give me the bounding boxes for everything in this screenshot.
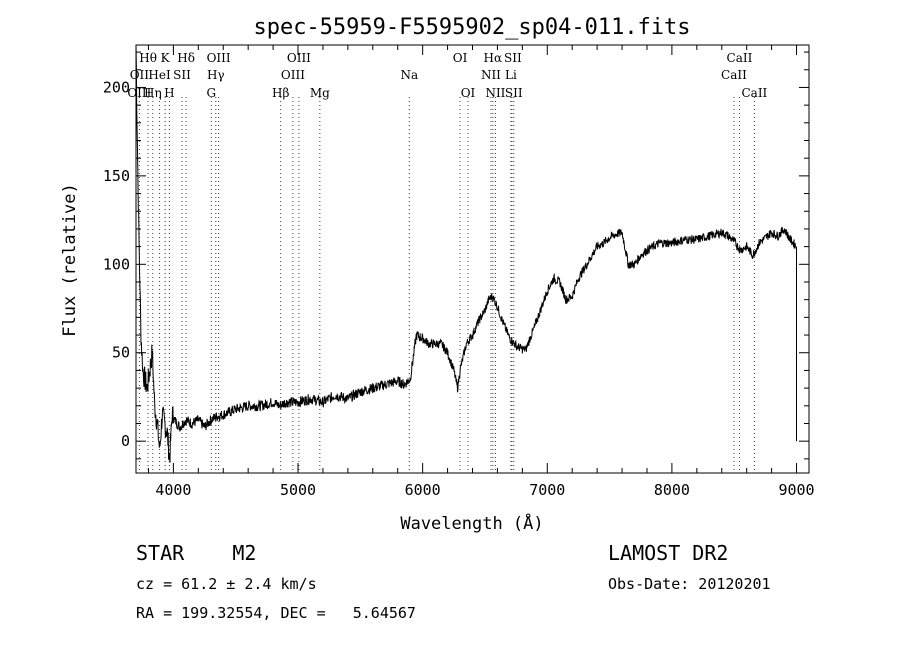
y-axis-label: Flux (relative) xyxy=(60,183,80,337)
line-label: CaII xyxy=(741,86,767,100)
line-label: Hη xyxy=(144,86,162,100)
sky-coordinates: RA = 199.32554, DEC = 5.64567 xyxy=(136,604,416,622)
axis-ticks: 4000 5000 6000 7000 8000 9000 0 50 100 150 200 xyxy=(103,45,815,499)
line-label: OI xyxy=(453,51,468,65)
line-label: OI xyxy=(461,86,476,100)
line-label: Hβ xyxy=(272,86,289,100)
line-label: Hδ xyxy=(177,51,195,65)
x-tick-label: 5000 xyxy=(280,481,316,499)
line-label: Mg xyxy=(310,86,330,100)
line-label: OIII xyxy=(281,68,305,82)
x-tick-label: 6000 xyxy=(405,481,441,499)
line-label: NII xyxy=(481,68,501,82)
x-tick-label: 9000 xyxy=(778,481,814,499)
line-label: Hγ xyxy=(207,68,225,82)
line-label: OII xyxy=(130,68,150,82)
line-label: G xyxy=(206,86,216,100)
line-label: NII xyxy=(485,86,505,100)
line-label: Hα xyxy=(484,51,503,65)
y-tick-label: 200 xyxy=(103,78,130,96)
survey-release: LAMOST DR2 xyxy=(608,541,729,565)
line-label: SII xyxy=(173,68,191,82)
object-class: STAR M2 xyxy=(136,541,257,565)
line-label: OIII xyxy=(127,86,151,100)
y-tick-label: 100 xyxy=(103,255,130,273)
x-tick-label: 4000 xyxy=(155,481,191,499)
y-tick-label: 0 xyxy=(121,432,130,450)
line-label: SII xyxy=(504,51,522,65)
x-tick-label: 8000 xyxy=(654,481,690,499)
chart-title: spec-55959-F5595902_sp04-011.fits xyxy=(253,15,690,40)
x-axis-label: Wavelength (Å) xyxy=(400,512,543,534)
y-tick-label: 50 xyxy=(112,344,130,362)
line-label: OIII xyxy=(287,51,311,65)
line-markers xyxy=(138,97,755,473)
line-label: SII xyxy=(505,86,523,100)
line-label: Na xyxy=(400,68,418,82)
line-label: Hθ xyxy=(139,51,157,65)
line-label: CaII xyxy=(721,68,747,82)
observation-date: Obs-Date: 20120201 xyxy=(608,575,771,593)
flux-series xyxy=(135,44,797,463)
flux-line xyxy=(135,44,797,463)
line-label: HeI xyxy=(148,68,171,82)
line-label: K xyxy=(161,51,171,65)
line-label: CaII xyxy=(727,51,753,65)
y-tick-label: 150 xyxy=(103,167,130,185)
x-tick-label: 7000 xyxy=(529,481,565,499)
line-label: OIII xyxy=(207,51,231,65)
redshift-velocity: cz = 61.2 ± 2.4 km/s xyxy=(136,575,317,593)
line-label: H xyxy=(164,86,174,100)
line-label: Li xyxy=(505,68,517,82)
